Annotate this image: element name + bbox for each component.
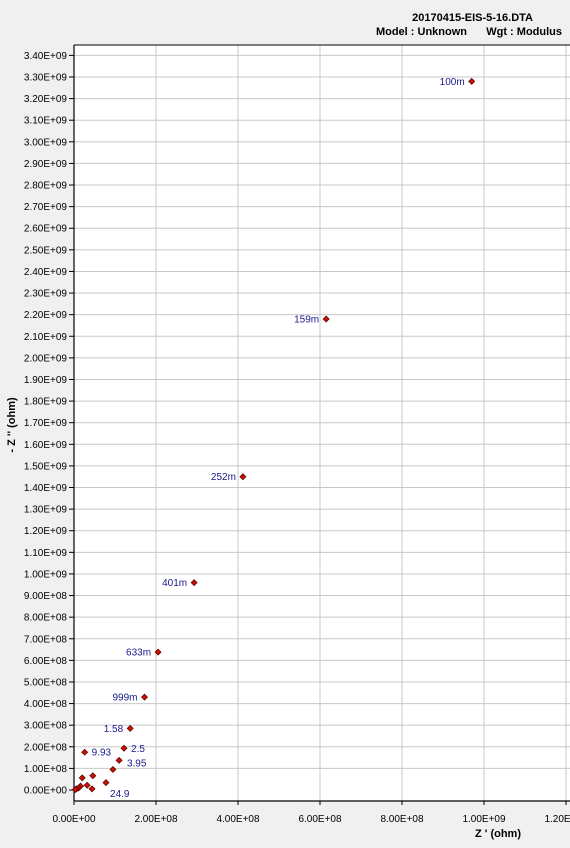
y-tick-label: 1.30E+09 <box>24 505 68 516</box>
y-tick-label: 2.00E+08 <box>24 742 68 753</box>
point-label: 100m <box>440 77 465 88</box>
y-tick-label: 9.00E+08 <box>24 591 68 602</box>
grid-lines <box>74 45 570 801</box>
point-label: 401m <box>162 578 187 589</box>
y-tick-label: 5.00E+08 <box>24 677 68 688</box>
data-point <box>154 648 162 656</box>
y-tick-label: 1.60E+09 <box>24 440 68 451</box>
y-tick-labels: 0.00E+00 1.00E+08 2.00E+08 3.00E+08 4.00E+08… <box>24 51 68 797</box>
y-tick-label: 3.30E+09 <box>24 73 68 84</box>
y-tick-label: 1.00E+09 <box>24 569 68 580</box>
data-point <box>71 786 79 794</box>
data-point <box>322 315 330 323</box>
y-tick-label: 6.00E+08 <box>24 656 68 667</box>
y-tick-label: 1.20E+09 <box>24 526 68 537</box>
y-tick-label: 2.90E+09 <box>24 159 68 170</box>
x-tick-label: 8.00E+08 <box>380 814 424 825</box>
y-tick-label: 2.50E+09 <box>24 245 68 256</box>
point-label: 633m <box>126 648 151 659</box>
point-label: 1.58 <box>104 724 124 735</box>
header-model: Model : Unknown <box>376 26 467 38</box>
y-tick-label: 2.40E+09 <box>24 267 68 278</box>
data-point <box>141 693 149 701</box>
point-labels: 100m 159m 252m 401m 633m 999m 1.58 2.5 3.95 9.93 2… <box>92 77 465 800</box>
y-tick-label: 7.00E+08 <box>24 634 68 645</box>
data-point <box>468 77 476 85</box>
y-tick-label: 3.00E+09 <box>24 137 68 148</box>
point-label: 999m <box>113 693 138 704</box>
y-tick-label: 4.00E+08 <box>24 699 68 710</box>
y-tick-label: 8.00E+08 <box>24 613 68 624</box>
point-label: 2.5 <box>131 744 145 755</box>
data-point <box>89 772 97 780</box>
y-tick-label: 1.50E+09 <box>24 461 68 472</box>
data-point <box>239 473 247 481</box>
y-tick-label: 2.30E+09 <box>24 289 68 300</box>
y-tick-label: 3.40E+09 <box>24 51 68 62</box>
y-tick-label: 2.20E+09 <box>24 310 68 321</box>
point-label: 3.95 <box>127 758 147 769</box>
y-tick-label: 3.10E+09 <box>24 116 68 127</box>
axes <box>69 44 570 805</box>
y-tick-label: 2.70E+09 <box>24 202 68 213</box>
header-weight: Wgt : Modulus <box>486 26 562 38</box>
data-point <box>78 774 86 782</box>
data-point <box>126 724 134 732</box>
header-filename: 20170415-EIS-5-16.DTA <box>412 12 533 24</box>
y-axis-title: - Z '' (ohm) <box>6 397 18 453</box>
data-point <box>109 765 117 773</box>
y-tick-label: 2.80E+09 <box>24 181 68 192</box>
x-tick-label: 6.00E+08 <box>298 814 342 825</box>
data-point <box>115 756 123 764</box>
y-tick-label: 2.60E+09 <box>24 224 68 235</box>
y-tick-label: 2.10E+09 <box>24 332 68 343</box>
y-tick-label: 1.10E+09 <box>24 548 68 559</box>
x-tick-label: 1.20E+09 <box>544 814 570 825</box>
data-point <box>190 579 198 587</box>
point-label: 159m <box>294 314 319 325</box>
x-tick-label: 1.00E+09 <box>462 814 506 825</box>
point-label: 252m <box>211 472 236 483</box>
y-tick-label: 3.20E+09 <box>24 94 68 105</box>
data-point <box>102 779 110 787</box>
y-tick-label: 3.00E+08 <box>24 721 68 732</box>
data-point <box>120 744 128 752</box>
x-tick-label: 2.00E+08 <box>134 814 178 825</box>
point-label: 24.9 <box>110 789 130 800</box>
y-tick-label: 0.00E+00 <box>24 786 68 797</box>
data-point <box>83 781 91 789</box>
y-tick-label: 1.80E+09 <box>24 397 68 408</box>
data-point <box>81 748 89 756</box>
x-axis-title: Z ' (ohm) <box>475 828 521 840</box>
x-tick-label: 4.00E+08 <box>216 814 260 825</box>
y-tick-label: 1.00E+08 <box>24 764 68 775</box>
y-tick-label: 1.40E+09 <box>24 483 68 494</box>
x-tick-label: 0.00E+00 <box>52 814 96 825</box>
data-points <box>71 77 476 794</box>
y-tick-label: 2.00E+09 <box>24 353 68 364</box>
x-tick-labels: 0.00E+00 2.00E+08 4.00E+08 6.00E+08 8.00E+08… <box>52 814 570 825</box>
point-label: 9.93 <box>92 748 112 759</box>
y-tick-label: 1.90E+09 <box>24 375 68 386</box>
data-point <box>88 785 96 793</box>
y-tick-label: 1.70E+09 <box>24 418 68 429</box>
